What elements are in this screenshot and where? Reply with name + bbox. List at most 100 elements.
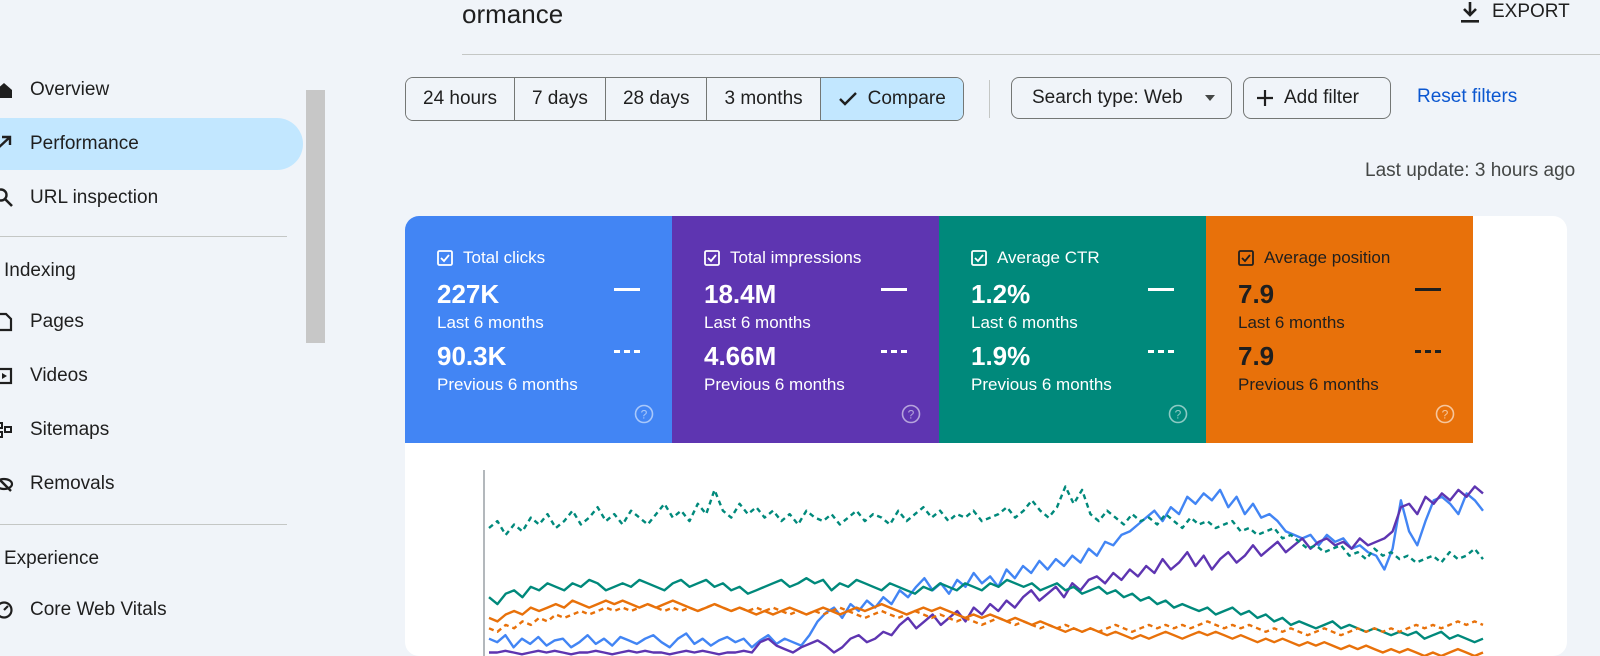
solid-line-key — [1148, 288, 1174, 291]
series-line-total-impressions — [489, 485, 1484, 656]
page-title: ormance — [462, 0, 564, 29]
metric-current-period: Last 6 months — [437, 313, 544, 332]
sidebar-item-label: Removals — [30, 473, 115, 494]
metric-name: Total impressions — [730, 248, 862, 267]
sidebar-divider — [0, 236, 287, 237]
dashed-line-key — [1415, 350, 1441, 353]
metric-previous-value: 90.3K — [437, 341, 507, 371]
date-range-24-hours[interactable]: 24 hours — [406, 78, 515, 120]
sidebar-item-label: Videos — [30, 365, 88, 386]
core-web-vitals-icon — [0, 601, 13, 619]
section-title-indexing: Indexing — [4, 260, 76, 281]
dashed-line-key — [1148, 350, 1174, 353]
add-filter-label: Add filter — [1284, 87, 1359, 108]
help-icon[interactable]: ? — [901, 404, 921, 424]
svg-text:?: ? — [1175, 408, 1182, 422]
dashed-line-key — [614, 350, 640, 353]
metric-current-period: Last 6 months — [1238, 313, 1345, 332]
toolbar-divider — [989, 80, 990, 118]
pages-icon — [0, 312, 13, 332]
home-icon — [0, 83, 12, 98]
export-button[interactable]: EXPORT — [1460, 0, 1570, 24]
sidebar-item-core-web-vitals[interactable]: Core Web Vitals — [0, 584, 303, 636]
checkbox-checked-icon[interactable] — [971, 250, 987, 266]
metric-name: Average position — [1264, 248, 1391, 267]
performance-line-chart — [483, 470, 1484, 656]
metric-tile-total-impressions[interactable]: Total impressions 18.4M Last 6 months 4.… — [672, 216, 939, 443]
help-icon[interactable]: ? — [634, 404, 654, 424]
solid-line-key — [614, 288, 640, 291]
help-icon[interactable]: ? — [1435, 404, 1455, 424]
sidebar-item-label: Sitemaps — [30, 419, 110, 440]
metric-name: Total clicks — [463, 248, 546, 267]
top-bar: ormance EXPORT — [0, 0, 1600, 55]
trending-up-icon — [0, 135, 12, 148]
dropdown-arrow-icon — [1205, 95, 1215, 101]
date-range-28-days[interactable]: 28 days — [605, 78, 708, 120]
metric-tile-average-ctr[interactable]: Average CTR 1.2% Last 6 months 1.9% Prev… — [939, 216, 1206, 443]
sidebar-item-performance[interactable]: Performance — [0, 118, 303, 170]
sidebar-item-label: Overview — [30, 79, 110, 100]
checkbox-checked-icon[interactable] — [437, 250, 453, 266]
sidebar-scrollbar-thumb[interactable] — [306, 90, 325, 343]
solid-line-key — [1415, 288, 1441, 291]
metric-current-value: 227K — [437, 279, 500, 309]
metric-previous-period: Previous 6 months — [1238, 375, 1379, 394]
sidebar-item-label: Core Web Vitals — [30, 599, 167, 620]
add-filter-button[interactable]: Add filter — [1243, 77, 1391, 119]
download-icon — [1461, 2, 1479, 23]
checkbox-checked-icon[interactable] — [704, 250, 720, 266]
metric-current-value: 1.2% — [971, 279, 1031, 309]
metric-tile-total-clicks[interactable]: Total clicks 227K Last 6 months 90.3K Pr… — [405, 216, 672, 443]
date-range-selector: 24 hours 7 days 28 days 3 months Compare — [405, 77, 964, 121]
last-update-text: Last update: 3 hours ago — [1365, 160, 1576, 181]
svg-text:?: ? — [908, 408, 915, 422]
sidebar-divider — [0, 524, 287, 525]
sidebar-item-label: URL inspection — [30, 187, 159, 208]
sidebar-item-removals[interactable]: Removals — [0, 458, 303, 510]
metric-previous-period: Previous 6 months — [704, 375, 845, 394]
section-title-experience: Experience — [4, 548, 100, 569]
date-range-7-days[interactable]: 7 days — [514, 78, 606, 120]
svg-text:?: ? — [641, 408, 648, 422]
metric-current-value: 7.9 — [1238, 279, 1275, 309]
header-divider — [462, 54, 1600, 55]
sidebar-item-sitemaps[interactable]: Sitemaps — [0, 404, 303, 456]
metric-previous-value: 7.9 — [1238, 341, 1275, 371]
sidebar-item-videos[interactable]: Videos — [0, 350, 303, 402]
series-line-average-ctr — [488, 576, 1484, 644]
sidebar-item-label: Performance — [30, 133, 139, 154]
sitemaps-icon — [0, 422, 12, 438]
compare-button[interactable]: Compare — [820, 78, 963, 120]
search-type-label: Search type: Web — [1032, 87, 1183, 108]
metric-tile-average-position[interactable]: Average position 7.9 Last 6 months 7.9 P… — [1206, 216, 1473, 443]
videos-icon — [0, 367, 13, 385]
metric-current-value: 18.4M — [704, 279, 777, 309]
reset-filters-link[interactable]: Reset filters — [1417, 86, 1518, 107]
removals-icon — [0, 477, 14, 492]
search-type-dropdown[interactable]: Search type: Web — [1011, 77, 1232, 119]
plus-icon — [1257, 90, 1273, 106]
search-icon — [0, 188, 13, 207]
export-label: EXPORT — [1492, 1, 1570, 22]
metric-name: Average CTR — [997, 248, 1100, 267]
compare-label: Compare — [867, 88, 946, 109]
date-range-3-months[interactable]: 3 months — [707, 78, 821, 120]
metric-previous-value: 1.9% — [971, 341, 1031, 371]
sidebar-item-overview[interactable]: Overview — [0, 74, 303, 116]
metric-current-period: Last 6 months — [704, 313, 811, 332]
sidebar: Overview Performance URL inspection Inde… — [0, 74, 310, 642]
metric-current-period: Last 6 months — [971, 313, 1078, 332]
series-line-total-clicks-previous — [488, 485, 1484, 564]
help-icon[interactable]: ? — [1168, 404, 1188, 424]
svg-text:?: ? — [1442, 408, 1449, 422]
performance-card: Total clicks 227K Last 6 months 90.3K Pr… — [405, 216, 1567, 656]
series-line-average-position-previous — [488, 602, 1484, 637]
metric-previous-period: Previous 6 months — [971, 375, 1112, 394]
sidebar-item-url-inspection[interactable]: URL inspection — [0, 172, 303, 224]
check-icon — [838, 92, 857, 106]
checkbox-checked-icon[interactable] — [1238, 250, 1254, 266]
dashed-line-key — [881, 350, 907, 353]
metric-previous-value: 4.66M — [704, 341, 777, 371]
sidebar-item-pages[interactable]: Pages — [0, 296, 303, 348]
